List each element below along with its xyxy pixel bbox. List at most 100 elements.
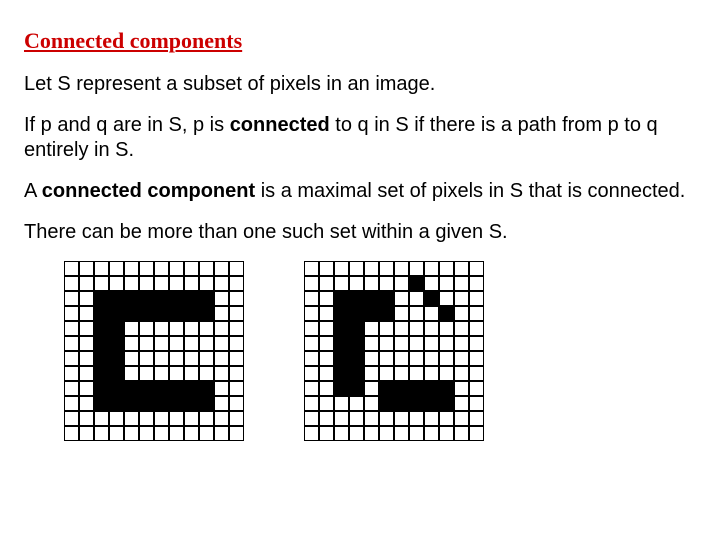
grid-cell: [94, 426, 109, 441]
grid-cell: [109, 291, 124, 306]
grid-cell: [64, 306, 79, 321]
grid-cell: [409, 261, 424, 276]
grid-cell: [154, 291, 169, 306]
grid-cell: [349, 291, 364, 306]
grid-cell: [409, 276, 424, 291]
grid-cell: [64, 381, 79, 396]
grid-cell: [394, 381, 409, 396]
grid-cell: [304, 366, 319, 381]
grid-cell: [169, 276, 184, 291]
grid-cell: [199, 336, 214, 351]
grid-cell: [454, 261, 469, 276]
grid-cell: [64, 426, 79, 441]
grid-cell: [439, 336, 454, 351]
grid-cell: [349, 351, 364, 366]
grid-cell: [454, 411, 469, 426]
grid-cell: [394, 366, 409, 381]
grid-cell: [139, 276, 154, 291]
grid-cell: [454, 396, 469, 411]
grid-cell: [214, 381, 229, 396]
grid-cell: [454, 291, 469, 306]
grid-cell: [109, 336, 124, 351]
grid-cell: [304, 261, 319, 276]
p3b-bold: connected component: [42, 180, 255, 202]
grid-cell: [214, 276, 229, 291]
grid-cell: [199, 276, 214, 291]
grid-cell: [199, 411, 214, 426]
grid-cell: [364, 276, 379, 291]
grid-cell: [469, 411, 484, 426]
grid-cell: [184, 276, 199, 291]
grid-cell: [199, 426, 214, 441]
grid-cell: [79, 426, 94, 441]
grid-cell: [334, 321, 349, 336]
grid-cell: [154, 396, 169, 411]
grid-cell: [349, 381, 364, 396]
grid-cell: [79, 306, 94, 321]
grid-cell: [64, 411, 79, 426]
grid-cell: [304, 276, 319, 291]
grid-cell: [364, 321, 379, 336]
grid-cell: [454, 321, 469, 336]
grid-cell: [364, 411, 379, 426]
grid-cell: [169, 261, 184, 276]
grid-cell: [139, 351, 154, 366]
grid-cell: [379, 351, 394, 366]
grid-cell: [394, 426, 409, 441]
grid-cell: [454, 366, 469, 381]
grid-cell: [319, 336, 334, 351]
grid-cell: [124, 321, 139, 336]
grid-cell: [454, 306, 469, 321]
p2a: If p and q are in S, p is: [24, 114, 230, 136]
grid-cell: [319, 321, 334, 336]
grid-cell: [424, 426, 439, 441]
grid-cell: [334, 306, 349, 321]
p3c: is a maximal set of pixels in S that is …: [255, 180, 685, 202]
grid-cell: [124, 291, 139, 306]
grid-cell: [79, 336, 94, 351]
grid-cell: [454, 351, 469, 366]
paragraph-2: If p and q are in S, p is connected to q…: [24, 113, 696, 163]
grid-cell: [199, 291, 214, 306]
grid-cell: [304, 381, 319, 396]
grid-cell: [229, 366, 244, 381]
grid-cell: [379, 321, 394, 336]
grid-cell: [379, 306, 394, 321]
grid-cell: [214, 366, 229, 381]
grid-cell: [64, 336, 79, 351]
grid-cell: [439, 351, 454, 366]
grid-cell: [199, 366, 214, 381]
grid-cell: [169, 336, 184, 351]
grid-cell: [94, 366, 109, 381]
grid-cell: [439, 381, 454, 396]
grid-cell: [469, 276, 484, 291]
grid-cell: [184, 381, 199, 396]
grid-cell: [304, 396, 319, 411]
grid-cell: [394, 351, 409, 366]
grid-cell: [364, 291, 379, 306]
grid-cell: [64, 291, 79, 306]
grid-cell: [79, 396, 94, 411]
grid-cell: [214, 321, 229, 336]
grid-cell: [379, 396, 394, 411]
p1-text: Let S represent a subset of pixels in an…: [24, 73, 435, 95]
grid-cell: [169, 351, 184, 366]
grid-cell: [139, 291, 154, 306]
grid-cell: [214, 396, 229, 411]
grid-cell: [124, 426, 139, 441]
grid-cell: [319, 426, 334, 441]
grid-cell: [439, 396, 454, 411]
grid-cell: [109, 321, 124, 336]
grid-cell: [184, 351, 199, 366]
grid-cell: [154, 426, 169, 441]
grid-cell: [154, 366, 169, 381]
grid-cell: [139, 336, 154, 351]
grid-cell: [94, 336, 109, 351]
grid-cell: [94, 291, 109, 306]
grid-cell: [229, 411, 244, 426]
grid-cell: [229, 426, 244, 441]
grid-cell: [319, 351, 334, 366]
grid-cell: [214, 306, 229, 321]
grid-cell: [169, 306, 184, 321]
grid-cell: [139, 411, 154, 426]
